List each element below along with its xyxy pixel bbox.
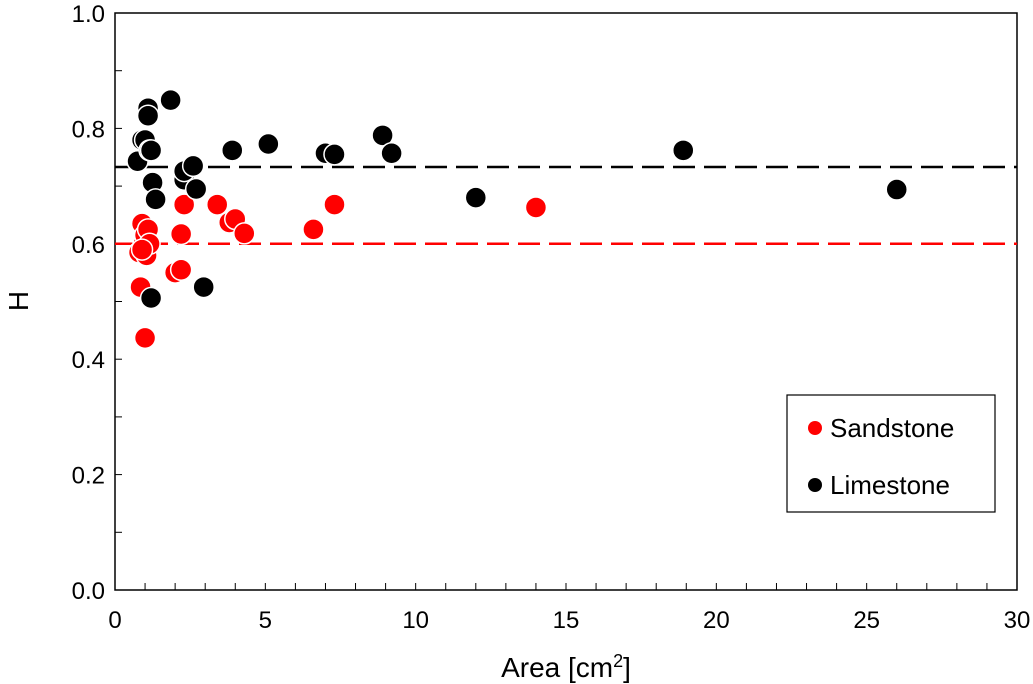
point-sandstone — [169, 258, 193, 282]
point-sandstone — [130, 238, 154, 261]
point-limestone — [221, 139, 244, 162]
point-sandstone — [524, 196, 548, 219]
x-tick-label: 30 — [1004, 607, 1031, 634]
legend-marker-sandstone — [808, 421, 822, 435]
x-tick-label: 10 — [402, 607, 429, 634]
y-tick-label: 1.0 — [72, 1, 105, 28]
point-limestone — [371, 124, 394, 147]
point-sandstone — [169, 222, 193, 246]
x-axis-title: Area [cm2] — [501, 651, 631, 683]
x-tick-label: 5 — [259, 607, 272, 634]
point-sandstone — [323, 193, 346, 216]
x-minor-ticks — [114, 583, 1018, 590]
point-sandstone — [233, 222, 256, 245]
y-tick-label: 0.0 — [72, 578, 105, 605]
point-limestone — [144, 188, 167, 211]
point-limestone — [323, 143, 346, 166]
point-limestone — [885, 178, 908, 201]
y-tick-labels: 0.0 0.2 0.4 0.6 0.8 1.0 — [72, 1, 105, 605]
point-limestone — [464, 186, 488, 209]
x-tick-label: 0 — [108, 607, 121, 634]
point-sandstone — [172, 193, 196, 216]
legend-box — [786, 394, 996, 513]
y-minor-ticks — [115, 12, 122, 591]
point-sandstone — [133, 326, 157, 350]
x-tick-label: 25 — [853, 607, 880, 634]
legend: Sandstone Limestone — [786, 394, 996, 513]
point-limestone — [181, 154, 205, 178]
mean-lines — [115, 165, 1017, 246]
y-tick-label: 0.4 — [72, 347, 105, 374]
legend-label-limestone: Limestone — [830, 470, 950, 500]
y-tick-label: 0.2 — [72, 463, 105, 490]
point-limestone — [136, 104, 160, 127]
point-limestone — [672, 139, 695, 162]
legend-label-sandstone: Sandstone — [830, 413, 954, 443]
point-limestone — [139, 139, 163, 162]
y-axis-title: H — [3, 291, 34, 311]
x-tick-labels: 0 5 10 15 20 25 30 — [108, 607, 1030, 634]
point-limestone — [184, 177, 208, 201]
x-tick-label: 15 — [553, 607, 580, 634]
x-tick-label: 20 — [703, 607, 730, 634]
y-tick-label: 0.8 — [72, 116, 105, 143]
point-limestone — [192, 275, 215, 299]
points-layer — [126, 88, 908, 350]
point-limestone — [139, 286, 163, 310]
y-tick-label: 0.6 — [72, 232, 105, 259]
point-limestone — [257, 132, 280, 156]
point-limestone — [159, 88, 182, 112]
point-limestone — [380, 141, 403, 165]
point-sandstone — [205, 193, 229, 216]
point-sandstone — [302, 218, 325, 241]
legend-marker-limestone — [808, 478, 822, 492]
